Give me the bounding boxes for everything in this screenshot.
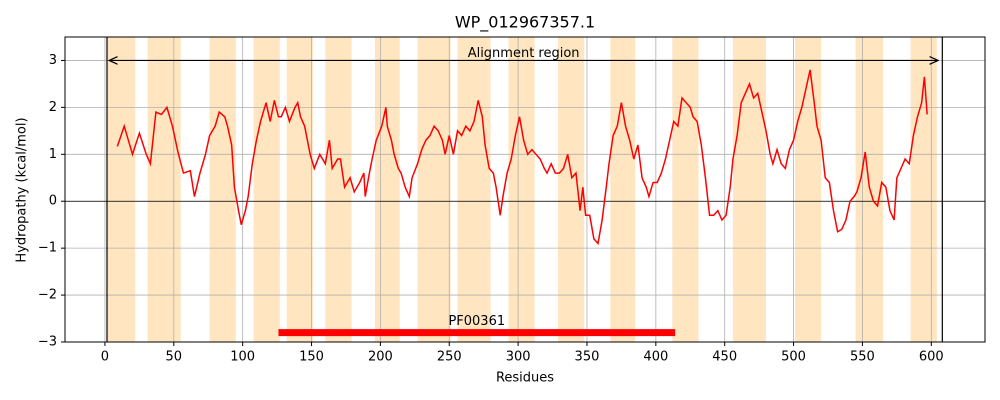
y-tick-label: 1: [49, 147, 57, 162]
band: [417, 37, 451, 342]
x-tick-label: 200: [368, 350, 393, 365]
x-tick-label: 0: [101, 350, 109, 365]
band: [610, 37, 636, 342]
annotation-label: Alignment region: [468, 46, 580, 61]
band: [794, 37, 822, 342]
x-tick-label: 550: [850, 350, 875, 365]
x-tick-label: 150: [299, 350, 324, 365]
hydropathy-line: [116, 69, 928, 246]
x-tick-label: 500: [781, 350, 806, 365]
y-axis-label: Hydropathy (kcal/mol): [15, 117, 30, 262]
x-tick-label: 400: [643, 350, 668, 365]
band: [732, 37, 767, 342]
y-tick-label: 3: [49, 53, 57, 68]
x-tick-label: 600: [919, 350, 944, 365]
band: [558, 37, 585, 342]
band: [107, 37, 136, 342]
x-tick-label: 350: [575, 350, 600, 365]
x-axis-label: Residues: [496, 371, 554, 386]
x-tick-label: 250: [437, 350, 462, 365]
y-tick-label: −2: [38, 288, 57, 303]
x-tick-label: 300: [506, 350, 531, 365]
y-tick-label: −1: [38, 241, 57, 256]
band: [672, 37, 699, 342]
x-tick-label: 50: [166, 350, 183, 365]
band: [209, 37, 236, 342]
band: [508, 37, 535, 342]
domain-bar: [278, 329, 676, 337]
annotation-label: PF00361: [448, 314, 505, 329]
x-tick-label: 100: [230, 350, 255, 365]
band: [325, 37, 352, 342]
band: [253, 37, 280, 342]
plot-frame: [64, 36, 986, 343]
x-tick-label: 450: [712, 350, 737, 365]
band: [147, 37, 181, 342]
band: [374, 37, 400, 342]
y-tick-label: 2: [49, 100, 57, 115]
band: [286, 37, 313, 342]
y-tick-label: −3: [38, 335, 57, 350]
band: [457, 37, 491, 342]
y-tick-label: 0: [49, 194, 57, 209]
chart-title: WP_012967357.1: [455, 13, 595, 33]
